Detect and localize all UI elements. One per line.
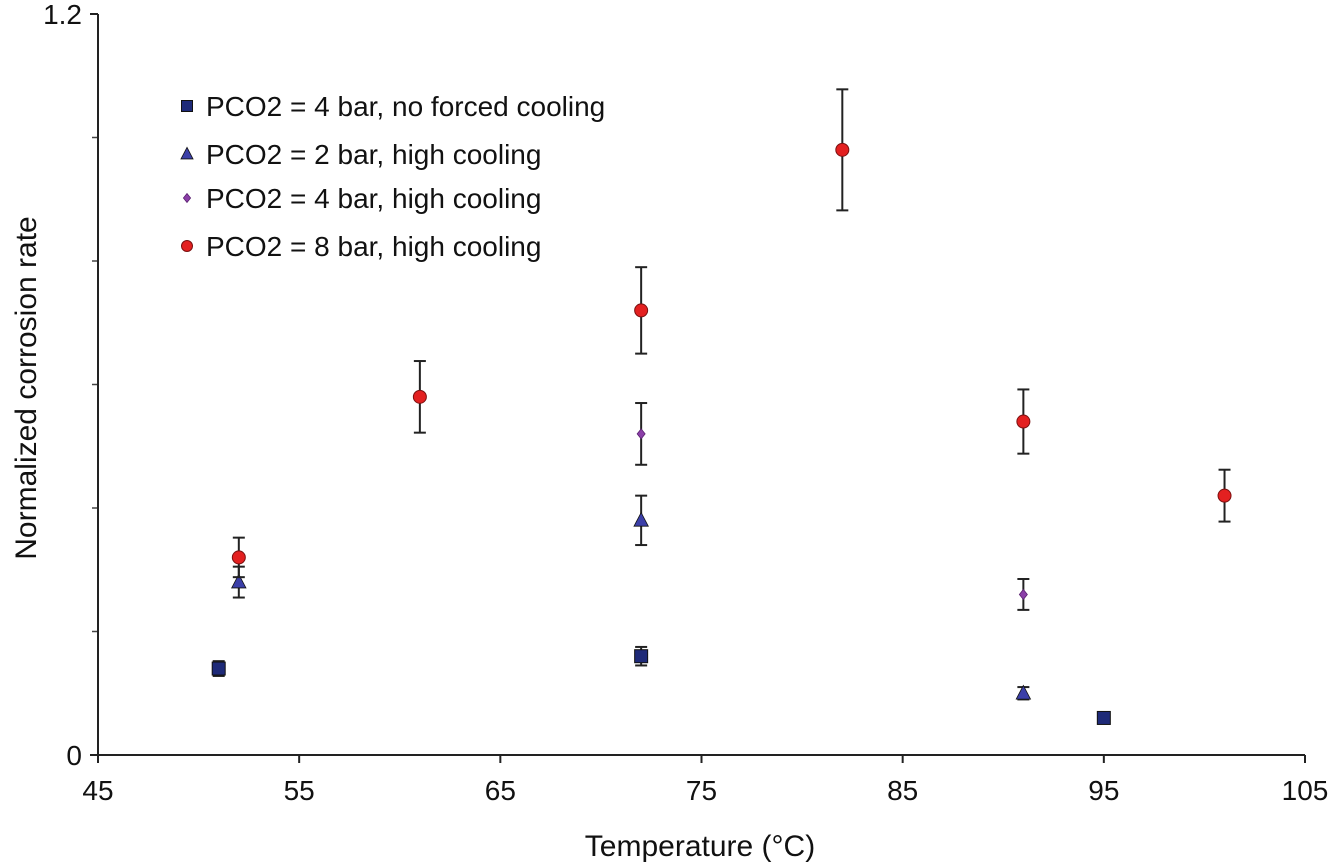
data-point xyxy=(835,142,850,157)
x-tick-label: 65 xyxy=(485,775,516,806)
series-circle xyxy=(231,88,1232,579)
data-point xyxy=(634,303,649,318)
legend-marker-triangle xyxy=(180,146,194,160)
x-axis-title: Temperature (°C) xyxy=(585,830,815,863)
series-square xyxy=(211,645,1111,725)
x-tick-label: 75 xyxy=(686,775,717,806)
legend-label: PCO2 = 4 bar, high cooling xyxy=(206,183,541,214)
data-point xyxy=(636,428,646,440)
legend-label: PCO2 = 4 bar, no forced cooling xyxy=(206,91,605,122)
x-tick-label: 105 xyxy=(1282,775,1329,806)
x-ticks: 45 55 65 75 85 95 105 xyxy=(82,755,1328,806)
legend: PCO2 = 4 bar, no forced cooling PCO2 = 2 … xyxy=(180,91,605,262)
series-triangle xyxy=(231,494,1032,701)
y-axis-title: Normalized corrosion rate xyxy=(10,216,43,559)
x-tick-label: 45 xyxy=(82,775,113,806)
legend-label: PCO2 = 8 bar, high cooling xyxy=(206,231,541,262)
legend-marker-diamond xyxy=(182,192,192,204)
data-point xyxy=(211,661,226,676)
data-point xyxy=(412,389,427,404)
legend-marker-circle xyxy=(181,240,193,252)
data-point xyxy=(634,649,649,664)
data-point xyxy=(1016,414,1031,429)
series-diamond xyxy=(635,402,1030,611)
data-point xyxy=(1018,588,1028,601)
legend-marker-square xyxy=(181,100,193,112)
x-tick-label: 85 xyxy=(887,775,918,806)
series-group xyxy=(211,88,1232,725)
data-point xyxy=(1015,684,1032,700)
data-point xyxy=(1096,710,1111,725)
data-point xyxy=(231,573,247,589)
data-point xyxy=(1217,488,1232,503)
y-tick-label: 0 xyxy=(66,740,82,771)
axes xyxy=(97,14,1305,756)
x-tick-label: 55 xyxy=(284,775,315,806)
data-point xyxy=(633,511,649,527)
x-tick-label: 95 xyxy=(1088,775,1119,806)
y-ticks: 01.2 xyxy=(43,0,98,771)
legend-label: PCO2 = 2 bar, high cooling xyxy=(206,139,541,170)
data-point xyxy=(231,550,246,565)
y-tick-label: 1.2 xyxy=(43,0,82,30)
